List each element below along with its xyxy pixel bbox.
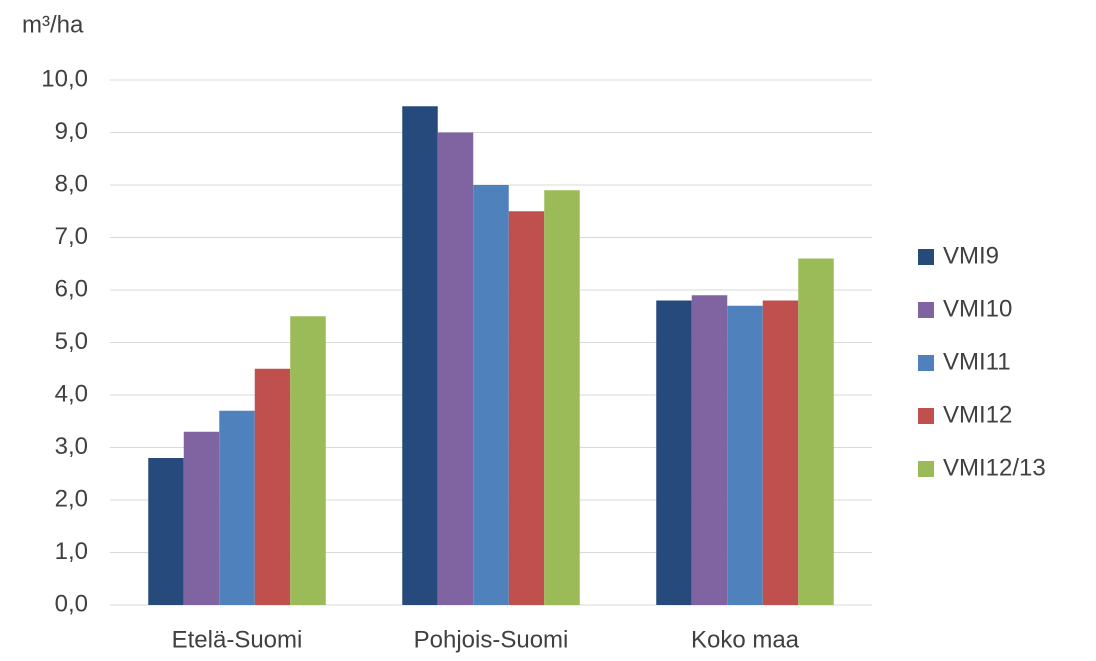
bar <box>691 295 728 605</box>
y-tick-label: 3,0 <box>55 433 88 460</box>
legend-label: VMI12/13 <box>943 454 1046 481</box>
y-tick-label: 8,0 <box>55 170 88 197</box>
bar <box>148 458 184 605</box>
legend-swatch <box>918 461 934 477</box>
y-tick-label: 10,0 <box>41 65 88 92</box>
bar <box>254 368 291 605</box>
bar <box>508 211 545 605</box>
legend-label: VMI9 <box>943 242 999 269</box>
y-tick-label: 0,0 <box>55 590 88 617</box>
legend-swatch <box>918 408 934 424</box>
y-tick-label: 4,0 <box>55 380 88 407</box>
x-tick-label: Koko maa <box>691 626 800 653</box>
x-tick-label: Etelä-Suomi <box>172 626 303 653</box>
bar <box>544 190 580 605</box>
bar <box>656 300 692 605</box>
y-tick-label: 1,0 <box>55 538 88 565</box>
bar <box>437 132 474 605</box>
y-tick-label: 6,0 <box>55 275 88 302</box>
bar <box>727 305 763 605</box>
y-tick-label: 2,0 <box>55 485 88 512</box>
legend-label: VMI12 <box>943 401 1012 428</box>
y-tick-label: 7,0 <box>55 223 88 250</box>
legend-label: VMI11 <box>943 348 1011 375</box>
legend-swatch <box>918 302 934 318</box>
bar <box>219 410 255 605</box>
bar <box>290 316 326 605</box>
bar <box>762 300 799 605</box>
y-axis-label: m³/ha <box>22 11 84 38</box>
legend-swatch <box>918 249 934 265</box>
y-tick-label: 5,0 <box>55 328 88 355</box>
bar <box>183 431 220 605</box>
y-tick-label: 9,0 <box>55 118 88 145</box>
legend-label: VMI10 <box>943 295 1012 322</box>
bar <box>402 106 438 605</box>
bar <box>473 185 509 605</box>
x-tick-label: Pohjois-Suomi <box>414 626 569 653</box>
bar <box>798 258 834 605</box>
legend-swatch <box>918 355 934 371</box>
